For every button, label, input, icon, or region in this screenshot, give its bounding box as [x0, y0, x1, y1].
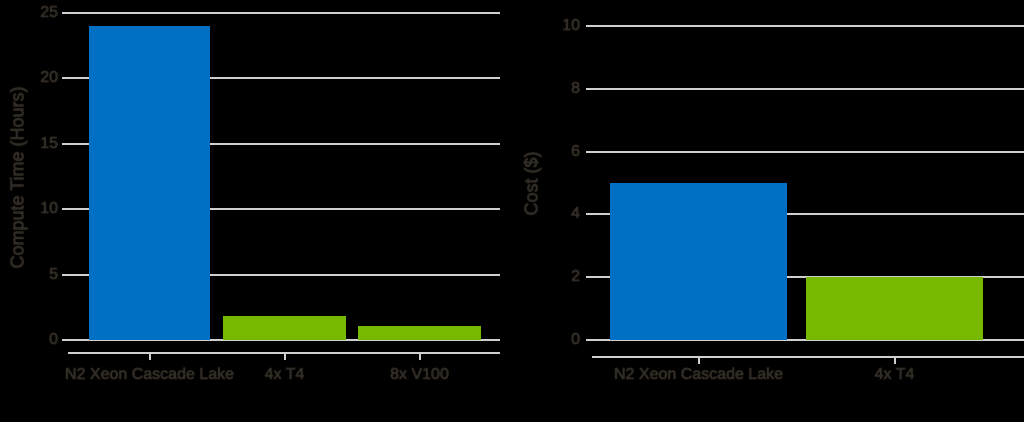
x-tick	[418, 354, 421, 360]
bar-n2-xeon-cascade-lake	[89, 26, 210, 340]
cost-chart: 0 2 4 6 8 10 Cost ($) N2 Xeon Cascade Lake 4x T4	[512, 0, 1024, 422]
y-tick-label: 0	[571, 331, 580, 348]
x-tick	[697, 358, 700, 364]
x-tick	[893, 358, 896, 364]
x-tick-label: 4x T4	[264, 366, 305, 383]
gridline	[62, 339, 500, 341]
x-tick-label: 8x V100	[390, 366, 449, 383]
gridline	[586, 150, 1024, 153]
x-tick	[148, 354, 151, 360]
x-tick-label: N2 Xeon Cascade Lake	[614, 366, 783, 383]
gridline	[62, 208, 500, 211]
gridline	[62, 142, 500, 145]
gridline	[586, 87, 1024, 90]
y-axis-label: Compute Time (Hours)	[7, 85, 28, 269]
x-axis-line	[68, 352, 500, 354]
gridline	[586, 25, 1024, 27]
y-tick-label: 10	[40, 200, 58, 218]
bar-n2-xeon-cascade-lake	[610, 183, 787, 340]
y-tick-label: 0	[49, 331, 58, 348]
bar-8x-v100	[358, 325, 481, 340]
gridline	[62, 12, 500, 14]
y-tick-label: 8	[571, 79, 580, 97]
y-tick-label: 4	[571, 205, 580, 223]
y-axis-label: Cost ($)	[521, 151, 542, 216]
y-tick-label: 25	[40, 4, 58, 21]
gridline	[62, 273, 500, 276]
y-tick-label: 20	[40, 69, 58, 87]
y-tick-label: 2	[571, 268, 580, 286]
y-tick-label: 10	[562, 17, 580, 34]
gridline	[586, 213, 1024, 216]
x-axis-line	[592, 356, 1024, 358]
gridline	[586, 276, 1024, 279]
bar-4x-t4	[223, 316, 346, 340]
x-tick-label: 4x T4	[874, 366, 915, 383]
y-tick-label: 6	[571, 142, 580, 160]
gridline	[586, 339, 1024, 341]
y-tick-label: 15	[40, 134, 58, 152]
gridline	[62, 77, 500, 80]
x-tick-label: N2 Xeon Cascade Lake	[65, 366, 234, 383]
y-tick-label: 5	[49, 265, 58, 283]
compute-time-chart: 0 5 10 15 20 25 Compute Time (Hours) N2 Xeon Ca…	[0, 0, 510, 422]
x-tick	[283, 354, 286, 360]
bar-4x-t4	[806, 277, 983, 340]
